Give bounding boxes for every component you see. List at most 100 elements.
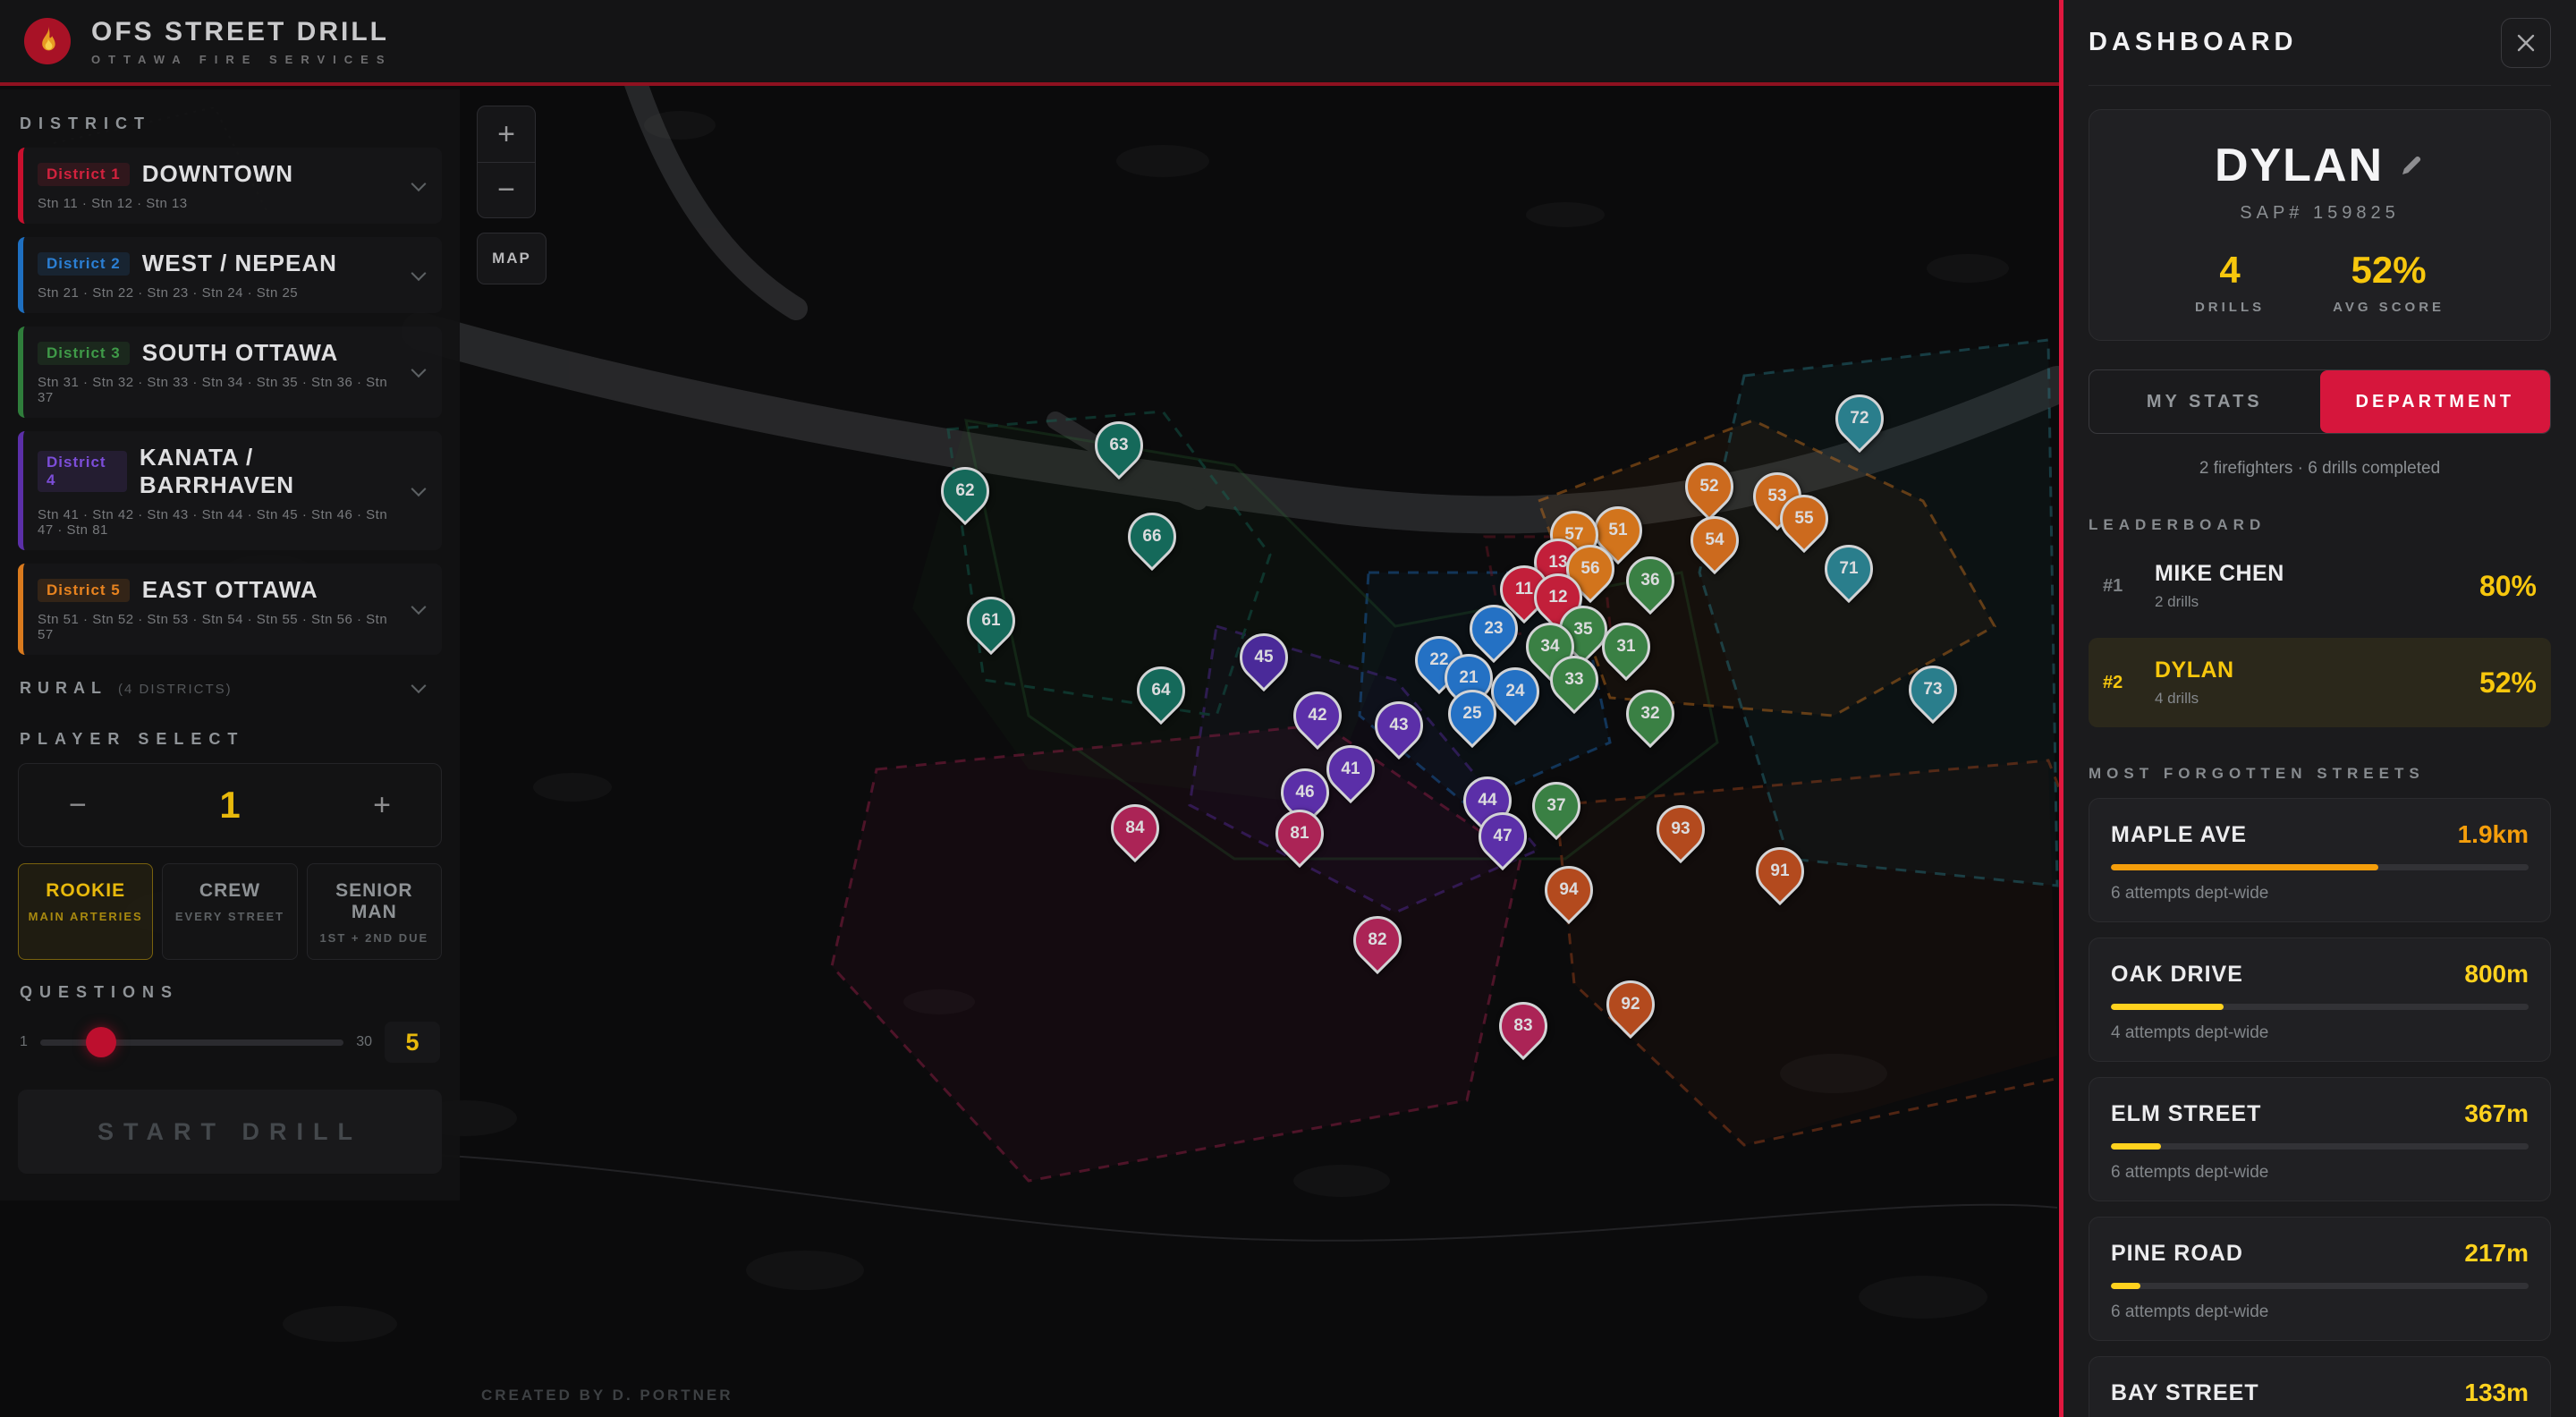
rural-districts-toggle[interactable]: RURAL (4 DISTRICTS): [18, 668, 442, 707]
player-select-label: PLAYER SELECT: [20, 730, 245, 748]
street-progress-fill: [2111, 864, 2378, 870]
chevron-down-icon: [411, 265, 427, 281]
slider-max-label: 30: [356, 1034, 372, 1049]
drills-label: DRILLS: [2194, 300, 2266, 315]
street-distance: 133m: [2464, 1379, 2529, 1406]
district-section-label: DISTRICT: [20, 115, 151, 132]
map-zoom-controls: + −: [477, 106, 536, 218]
station-marker-label: 63: [1109, 436, 1129, 454]
district-card[interactable]: District 5 EAST OTTAWA Stn 51 · Stn 52 ·…: [18, 564, 442, 655]
stats-tab[interactable]: DEPARTMENT: [2319, 370, 2550, 433]
chevron-down-icon: [411, 599, 427, 615]
map-attribution: CREATED BY D. PORTNER: [481, 1387, 733, 1404]
tab-label: MY STATS: [2146, 391, 2263, 412]
district-badge: District 4: [38, 451, 127, 492]
zoom-out-button[interactable]: −: [478, 162, 535, 217]
street-card[interactable]: PINE ROAD 217m 6 attempts dept-wide: [2089, 1217, 2551, 1341]
player-name: DYLAN: [2214, 140, 2385, 191]
district-name: WEST / NEPEAN: [141, 250, 337, 276]
mode-subtitle: MAIN ARTERIES: [28, 910, 143, 923]
questions-slider-row: 1 30 5: [20, 1022, 440, 1063]
district-name: KANATA / BARRHAVEN: [139, 444, 295, 498]
leaderboard-row[interactable]: #2 DYLAN 4 drills 52%: [2089, 638, 2551, 727]
start-drill-button[interactable]: START DRILL: [18, 1090, 442, 1174]
stats-tab[interactable]: MY STATS: [2089, 370, 2320, 433]
stats-tabs: MY STATS DEPARTMENT: [2089, 369, 2551, 434]
mode-title: SENIOR MAN: [335, 880, 413, 922]
rural-label: RURAL: [20, 679, 107, 697]
app-subtitle: OTTAWA FIRE SERVICES: [91, 52, 393, 66]
leaderboard-rank: #1: [2103, 575, 2123, 596]
mode-subtitle: EVERY STREET: [174, 910, 285, 923]
station-marker-label: 45: [1254, 648, 1274, 666]
district-badge: District 3: [38, 341, 130, 365]
street-distance: 367m: [2464, 1099, 2529, 1127]
station-marker-label: 51: [1608, 521, 1628, 539]
station-marker-label: 41: [1341, 759, 1360, 778]
player-plus-button[interactable]: +: [373, 787, 391, 822]
forgotten-streets-list: MAPLE AVE 1.9km 6 attempts dept-wide OAK…: [2089, 798, 2551, 1417]
station-marker-label: 33: [1564, 670, 1584, 689]
street-attempts: 6 attempts dept-wide: [2111, 884, 2269, 903]
edit-pencil-icon[interactable]: [2398, 152, 2425, 179]
street-name: OAK DRIVE: [2111, 961, 2243, 987]
district-card[interactable]: District 2 WEST / NEPEAN Stn 21 · Stn 22…: [18, 237, 442, 313]
slider-min-label: 1: [20, 1034, 28, 1049]
street-name: MAPLE AVE: [2111, 821, 2248, 847]
station-marker-label: 73: [1923, 680, 1943, 699]
street-progress-fill: [2111, 1283, 2140, 1289]
player-count-value: 1: [219, 784, 241, 826]
station-marker-label: 31: [1616, 637, 1636, 656]
chevron-down-icon: [411, 175, 427, 191]
app-header: OFS STREET DRILL OTTAWA FIRE SERVICES: [0, 0, 2059, 86]
mode-subtitle: 1ST + 2ND DUE: [319, 931, 429, 945]
district-badge: District 1: [38, 162, 130, 186]
close-panel-button[interactable]: [2501, 17, 2551, 68]
district-card[interactable]: District 3 SOUTH OTTAWA Stn 31 · Stn 32 …: [18, 327, 442, 418]
leaderboard-score: 52%: [2479, 666, 2537, 699]
station-marker-label: 62: [955, 481, 975, 500]
station-marker-label: 64: [1151, 681, 1171, 700]
map-style-button[interactable]: MAP: [477, 233, 547, 284]
street-progress-track: [2111, 1143, 2529, 1150]
mode-button[interactable]: CREW EVERY STREET: [162, 863, 298, 960]
district-stations: Stn 31 · Stn 32 · Stn 33 · Stn 34 · Stn …: [38, 375, 388, 405]
player-sap-number: SAP# 159825: [2240, 203, 2400, 223]
mode-title: CREW: [199, 880, 261, 901]
zoom-in-button[interactable]: +: [497, 116, 515, 151]
questions-slider[interactable]: [39, 1027, 344, 1057]
chevron-down-icon: [411, 362, 427, 378]
mode-button[interactable]: ROOKIE MAIN ARTERIES: [18, 863, 154, 960]
street-card[interactable]: BAY STREET 133m 6 attempts dept-wide: [2089, 1356, 2551, 1417]
street-progress-fill: [2111, 1004, 2224, 1010]
station-marker-label: 37: [1546, 796, 1566, 815]
leaderboard-drills: 2 drills: [2155, 593, 2199, 610]
drills-stat: 4 DRILLS: [2195, 249, 2265, 315]
street-name: PINE ROAD: [2111, 1240, 2243, 1266]
district-card[interactable]: District 4 KANATA / BARRHAVEN Stn 41 · S…: [18, 431, 442, 550]
station-marker-label: 43: [1389, 716, 1409, 734]
street-card[interactable]: OAK DRIVE 800m 4 attempts dept-wide: [2089, 938, 2551, 1062]
slider-thumb[interactable]: [85, 1027, 116, 1057]
player-minus-button[interactable]: −: [69, 787, 87, 822]
district-stations: Stn 21 · Stn 22 · Stn 23 · Stn 24 · Stn …: [38, 285, 299, 301]
leaderboard-name: DYLAN: [2155, 658, 2234, 683]
station-marker-label: 72: [1850, 409, 1869, 428]
district-stations: Stn 41 · Stn 42 · Stn 43 · Stn 44 · Stn …: [38, 507, 388, 538]
avg-score-label: AVG SCORE: [2333, 300, 2445, 315]
leaderboard-score: 80%: [2479, 569, 2537, 602]
dashboard-panel: DASHBOARD DYLAN SAP# 159825 4 DRILLS 52%…: [2059, 0, 2576, 1417]
station-marker-label: 82: [1368, 930, 1387, 949]
difficulty-modes: ROOKIE MAIN ARTERIES CREW EVERY STREET S…: [18, 863, 442, 960]
rural-count: (4 DISTRICTS): [118, 682, 233, 697]
street-card[interactable]: MAPLE AVE 1.9km 6 attempts dept-wide: [2089, 798, 2551, 922]
station-marker-label: 52: [1699, 477, 1719, 496]
leaderboard-label: LEADERBOARD: [2089, 516, 2267, 533]
mode-button[interactable]: SENIOR MAN 1ST + 2ND DUE: [306, 863, 442, 960]
leaderboard-row[interactable]: #1 MIKE CHEN 2 drills 80%: [2089, 541, 2551, 631]
street-card[interactable]: ELM STREET 367m 6 attempts dept-wide: [2089, 1077, 2551, 1201]
station-marker-label: 61: [981, 611, 1001, 630]
avg-score-value: 52%: [2351, 249, 2427, 291]
district-card[interactable]: District 1 DOWNTOWN Stn 11 · Stn 12 · St…: [18, 148, 442, 224]
street-distance: 800m: [2464, 960, 2529, 988]
